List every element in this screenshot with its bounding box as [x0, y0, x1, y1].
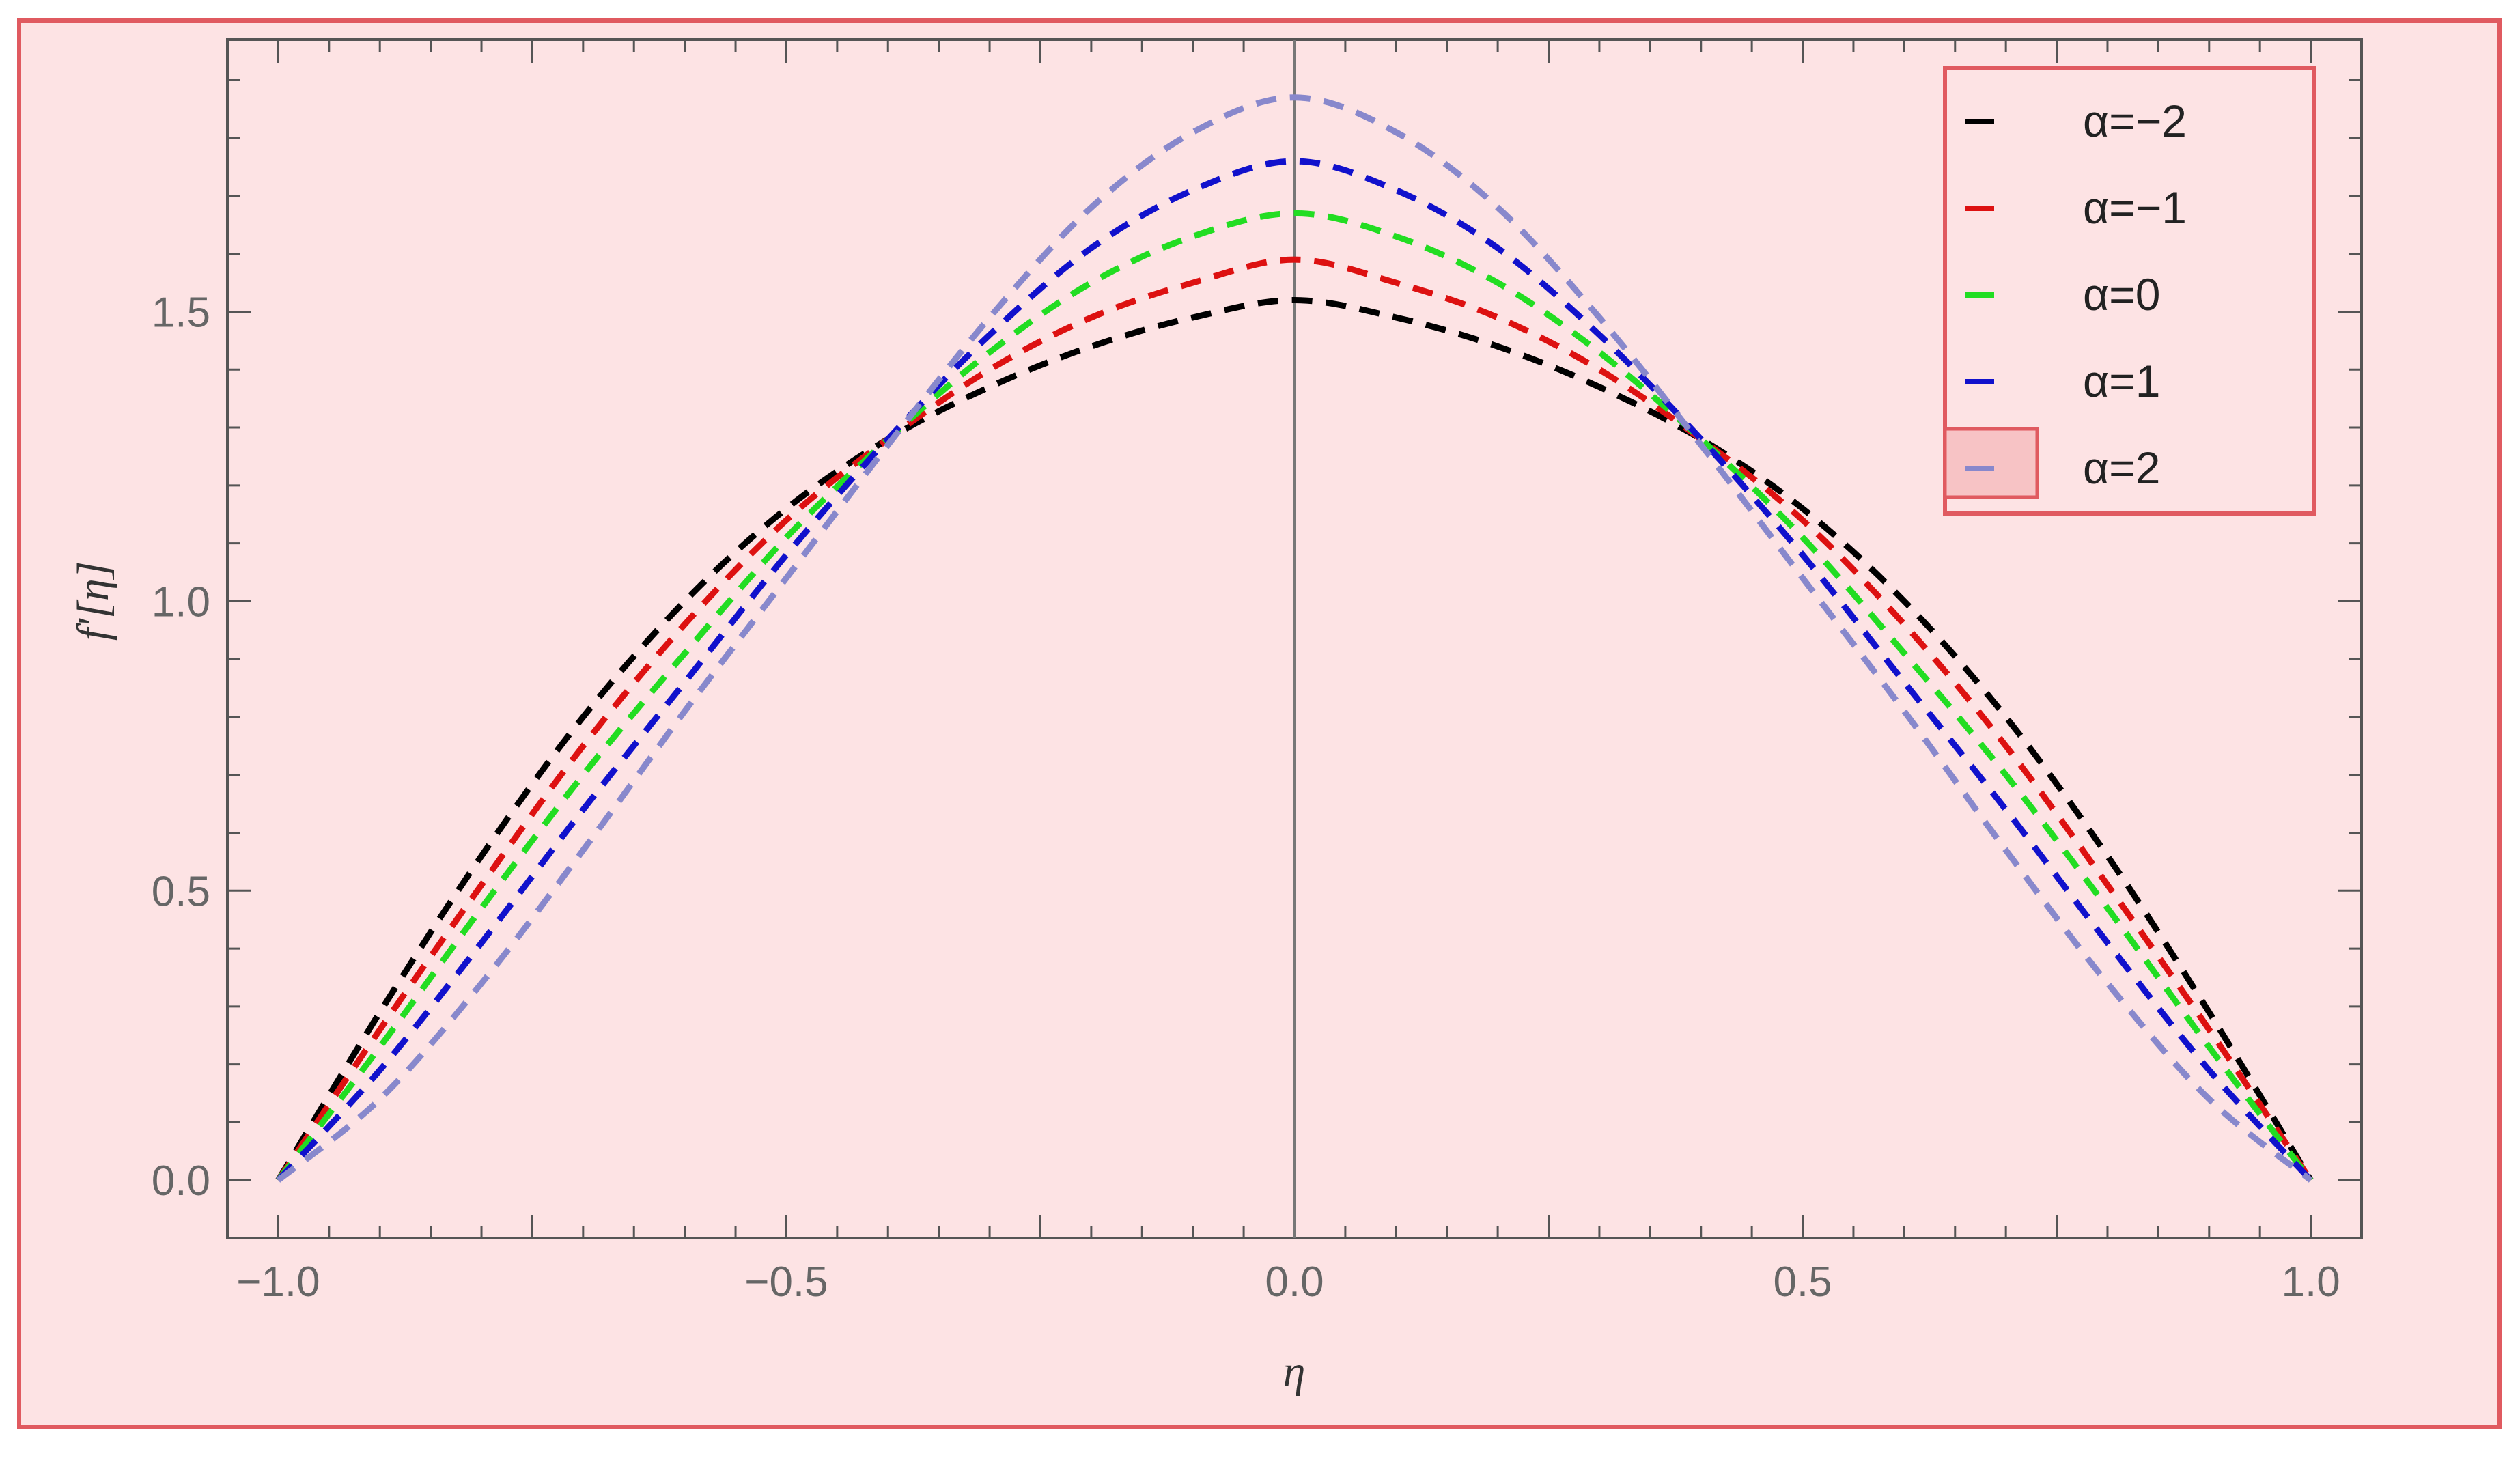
- series-line-3: [276, 158, 2313, 1183]
- x-tick-label: −1.0: [236, 1259, 320, 1306]
- chart-background-panel: [17, 18, 2502, 1429]
- x-tick-label: 1.0: [2281, 1259, 2340, 1306]
- y-axis-title: f'[η]: [68, 561, 118, 641]
- legend-label-2: α=0: [2083, 269, 2160, 320]
- legend-label-1: α=−1: [2083, 182, 2187, 233]
- y-tick-label: 1.0: [152, 578, 210, 626]
- x-tick-label: −0.5: [744, 1259, 828, 1306]
- y-tick-label: 0.5: [152, 868, 210, 915]
- x-tick-label: 0.0: [1265, 1259, 1324, 1306]
- legend-label-3: α=1: [2083, 356, 2160, 406]
- series-layer: [275, 94, 2314, 1183]
- series-line-4: [276, 94, 2313, 1183]
- x-tick-label: 0.5: [1773, 1259, 1832, 1306]
- x-axis-title: η: [1283, 1347, 1306, 1396]
- legend: α=−2 α=−1 α=0 α=1 α=2: [1943, 66, 2316, 516]
- legend-label-4: α=2: [2083, 443, 2160, 493]
- series-line-0: [275, 297, 2314, 1182]
- tick-labels: −1.0 −0.5 0.0 0.5 1.0 0.0 0.5 1.0 1.5: [152, 289, 2340, 1306]
- y-tick-label: 1.5: [152, 289, 210, 336]
- series-line-1: [275, 256, 2314, 1182]
- series-line-2: [275, 210, 2314, 1182]
- axis-ticks: [227, 40, 2362, 1238]
- legend-label-0: α=−2: [2083, 96, 2187, 146]
- legend-box: [1943, 66, 2316, 516]
- legend-highlight-box: [1943, 427, 2039, 499]
- y-tick-label: 0.0: [152, 1157, 210, 1205]
